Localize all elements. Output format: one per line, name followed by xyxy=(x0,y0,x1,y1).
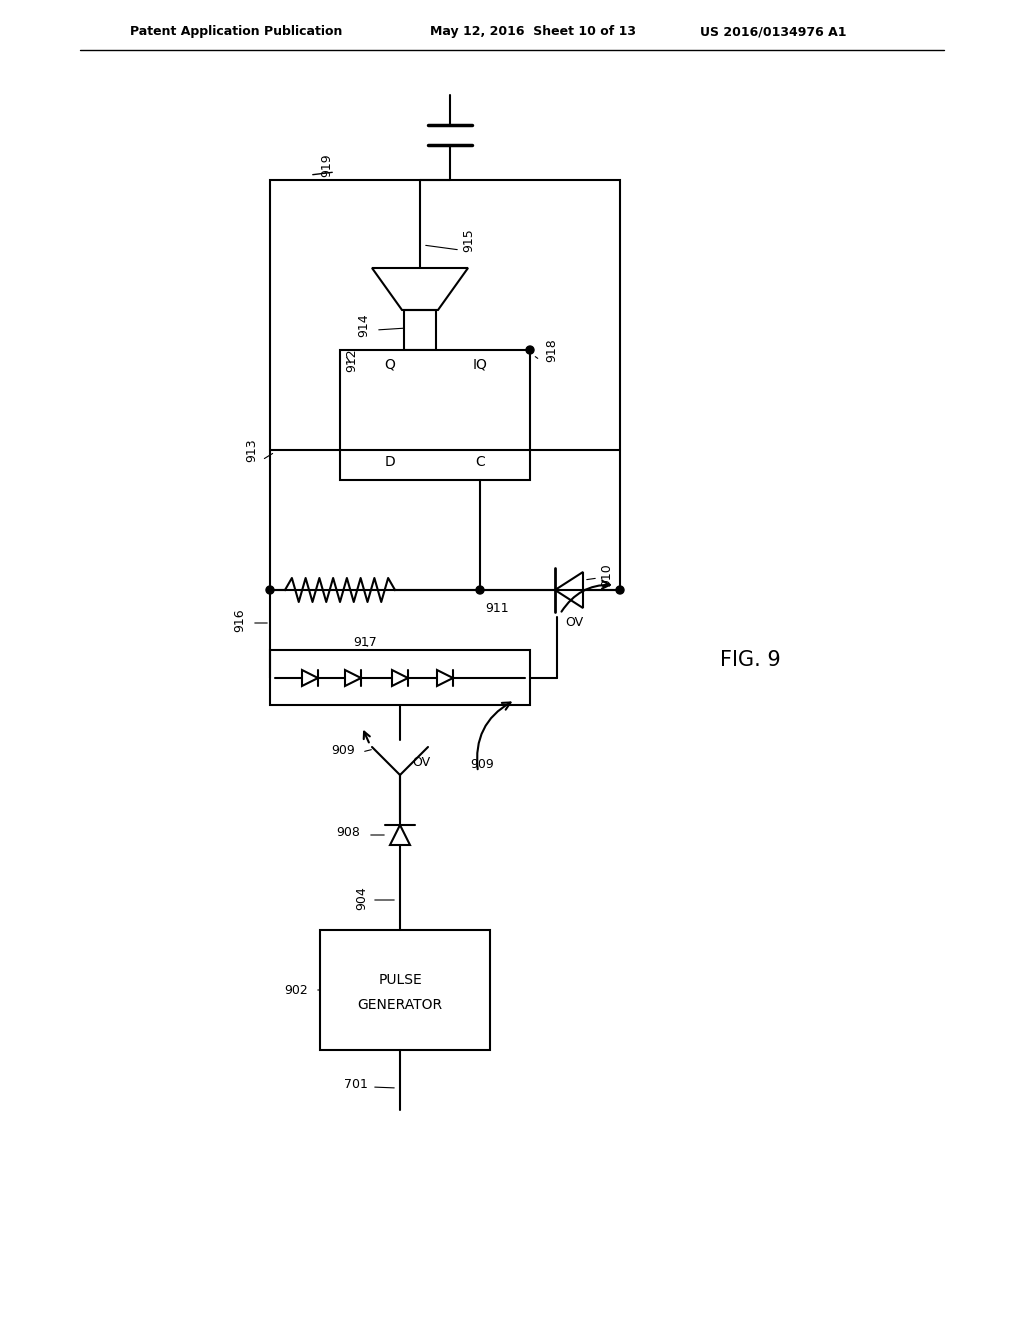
Text: D: D xyxy=(385,455,395,469)
Text: 912: 912 xyxy=(345,348,358,372)
Text: 915: 915 xyxy=(462,228,475,252)
Text: OV: OV xyxy=(412,755,430,768)
Text: PULSE: PULSE xyxy=(378,973,422,987)
Text: 917: 917 xyxy=(353,635,377,648)
Text: US 2016/0134976 A1: US 2016/0134976 A1 xyxy=(700,25,847,38)
Text: FIG. 9: FIG. 9 xyxy=(720,649,780,671)
Text: GENERATOR: GENERATOR xyxy=(357,998,442,1012)
Bar xyxy=(270,649,530,705)
Text: IQ: IQ xyxy=(472,358,487,372)
Text: Q: Q xyxy=(385,358,395,372)
Bar xyxy=(404,310,436,350)
Circle shape xyxy=(616,586,624,594)
Text: 902: 902 xyxy=(285,983,308,997)
Bar xyxy=(319,931,490,1049)
Text: 910: 910 xyxy=(600,564,613,587)
Text: Patent Application Publication: Patent Application Publication xyxy=(130,25,342,38)
Text: 904: 904 xyxy=(355,886,368,909)
Text: 913: 913 xyxy=(245,438,258,462)
Text: OV: OV xyxy=(565,615,583,628)
Circle shape xyxy=(266,586,274,594)
Text: C: C xyxy=(475,455,485,469)
Text: 911: 911 xyxy=(485,602,509,615)
Text: 909: 909 xyxy=(331,743,355,756)
Text: 916: 916 xyxy=(233,609,246,632)
Text: 914: 914 xyxy=(357,313,370,337)
Text: 701: 701 xyxy=(344,1078,368,1092)
Text: May 12, 2016  Sheet 10 of 13: May 12, 2016 Sheet 10 of 13 xyxy=(430,25,636,38)
Bar xyxy=(270,180,620,590)
Bar xyxy=(340,350,530,480)
Circle shape xyxy=(476,586,484,594)
Text: 918: 918 xyxy=(545,338,558,362)
Text: 919: 919 xyxy=(319,153,333,177)
Text: 908: 908 xyxy=(336,826,360,840)
Text: 909: 909 xyxy=(470,759,494,771)
Circle shape xyxy=(526,346,534,354)
